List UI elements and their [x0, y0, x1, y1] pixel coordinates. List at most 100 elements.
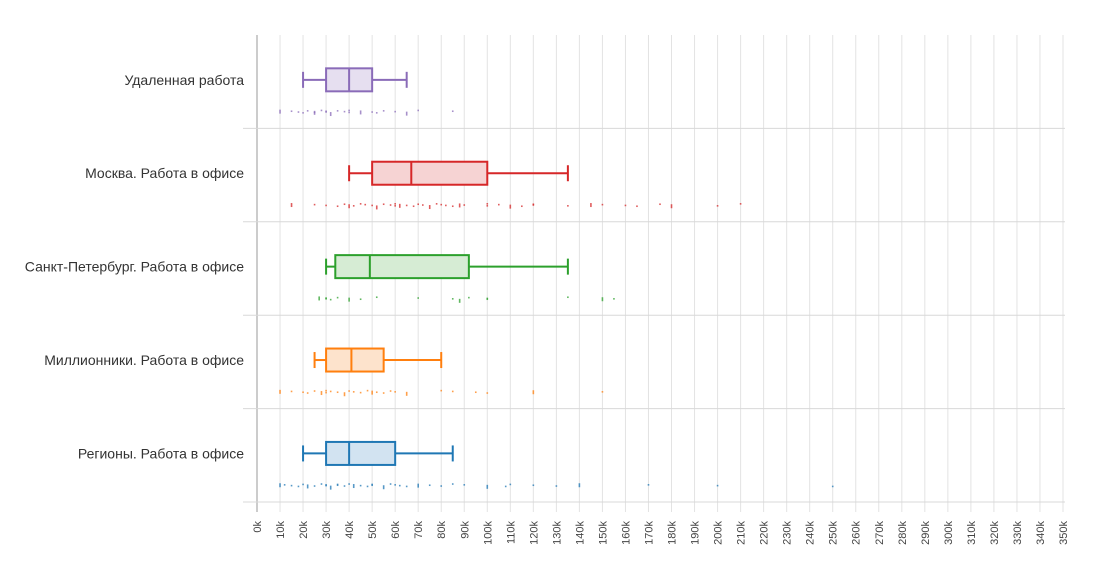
data-point — [532, 484, 535, 487]
data-point — [325, 389, 327, 392]
data-point — [504, 485, 507, 488]
x-tick-label: 10k — [275, 521, 287, 539]
data-point — [306, 392, 309, 394]
data-point — [343, 485, 346, 487]
category-label: Москва. Работа в офисе — [85, 165, 244, 181]
data-point — [343, 392, 346, 397]
data-point — [394, 484, 396, 486]
x-axis-ticks: 0k 10k 20k 30k 40k 50k 60k 70k 80k 90k 100k 110k 120… — [252, 521, 1070, 545]
rows-layer: Удаленная работа Москва. Работа в офисе Са… — [25, 67, 834, 490]
data-point — [290, 390, 293, 393]
data-point — [343, 203, 346, 206]
data-point — [320, 109, 323, 112]
data-point — [366, 485, 369, 488]
x-tick-label: 120k — [528, 521, 540, 545]
data-point — [375, 205, 378, 210]
data-point — [359, 391, 362, 394]
data-point — [279, 109, 281, 114]
x-tick-label: 100k — [482, 521, 494, 545]
data-point — [371, 204, 373, 207]
x-tick-label: 290k — [920, 521, 932, 545]
data-point — [578, 483, 581, 488]
data-point — [359, 203, 362, 205]
data-point — [336, 484, 339, 487]
data-point — [302, 483, 304, 486]
x-tick-label: 280k — [897, 521, 909, 545]
series-row: Москва. Работа в офисе — [85, 160, 742, 210]
data-point — [290, 484, 293, 487]
data-point — [509, 204, 512, 209]
x-tick-label: 270k — [874, 521, 886, 545]
data-point — [458, 298, 461, 303]
x-tick-label: 340k — [1035, 521, 1047, 545]
category-label: Удаленная работа — [124, 72, 244, 88]
data-point — [405, 391, 408, 396]
data-point — [348, 483, 350, 485]
data-point — [405, 485, 408, 488]
box-iqr — [325, 347, 385, 373]
data-point — [359, 110, 362, 115]
x-tick-label: 150k — [597, 521, 609, 545]
x-tick-label: 330k — [1012, 521, 1024, 545]
data-point — [290, 203, 293, 208]
x-tick-label: 60k — [390, 521, 402, 539]
data-point — [440, 485, 443, 487]
series-row: Удаленная работа — [124, 67, 454, 117]
x-tick-label: 310k — [966, 521, 978, 545]
data-point — [290, 110, 293, 113]
data-point — [389, 390, 392, 392]
data-point — [375, 391, 378, 394]
data-point — [352, 484, 355, 489]
data-point — [590, 203, 592, 208]
data-point — [325, 111, 327, 113]
x-tick-label: 200k — [713, 521, 725, 545]
data-point — [325, 391, 327, 394]
data-point — [329, 298, 332, 301]
x-tick-label: 110k — [505, 521, 517, 545]
data-point — [371, 111, 373, 113]
data-point — [313, 111, 316, 114]
data-point — [325, 204, 327, 207]
data-point — [329, 485, 332, 490]
data-point — [313, 485, 316, 487]
data-point — [359, 484, 362, 487]
data-point — [659, 203, 661, 206]
data-point — [468, 296, 470, 299]
x-tick-label: 250k — [828, 521, 840, 545]
data-point — [405, 204, 408, 207]
x-tick-label: 170k — [643, 521, 655, 545]
data-point — [440, 389, 443, 392]
data-point — [382, 392, 385, 394]
data-point — [382, 203, 385, 206]
data-point — [348, 111, 350, 114]
data-point — [398, 203, 401, 208]
data-point — [451, 110, 454, 113]
data-point — [389, 204, 392, 206]
data-point — [348, 297, 350, 302]
box-iqr — [371, 160, 489, 186]
data-point — [279, 483, 281, 488]
data-point — [325, 297, 327, 299]
data-point — [394, 203, 396, 205]
data-point — [325, 484, 327, 487]
x-tick-label: 190k — [690, 521, 702, 545]
data-point — [352, 391, 355, 393]
data-point — [348, 204, 350, 209]
data-point — [325, 298, 327, 300]
category-label: Миллионники. Работа в офисе — [44, 352, 244, 368]
data-point — [647, 484, 650, 486]
data-point — [329, 390, 332, 393]
data-point — [375, 296, 378, 299]
data-point — [364, 203, 367, 206]
x-tick-label: 300k — [943, 521, 955, 545]
x-tick-label: 180k — [667, 521, 679, 545]
data-point — [382, 485, 385, 490]
data-point — [412, 205, 415, 208]
data-point — [336, 110, 339, 112]
data-point — [636, 205, 638, 208]
data-point — [318, 296, 320, 301]
data-point — [417, 109, 419, 112]
data-point — [313, 390, 316, 392]
